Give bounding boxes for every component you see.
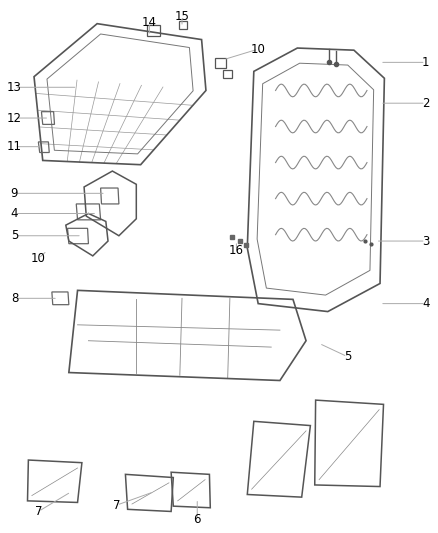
Text: 9: 9 <box>11 187 18 200</box>
Text: 14: 14 <box>142 16 157 29</box>
Text: 11: 11 <box>7 140 22 153</box>
Text: 1: 1 <box>422 56 430 69</box>
Text: 8: 8 <box>11 292 18 305</box>
Text: 6: 6 <box>194 513 201 527</box>
Text: 7: 7 <box>113 498 120 512</box>
Text: 10: 10 <box>31 252 46 265</box>
Text: 15: 15 <box>175 10 190 23</box>
Bar <box>179 21 187 29</box>
Text: 12: 12 <box>7 111 22 125</box>
Bar <box>147 25 160 36</box>
Text: 5: 5 <box>344 350 351 363</box>
Text: 10: 10 <box>251 43 265 55</box>
Text: 4: 4 <box>11 207 18 220</box>
Bar <box>215 58 226 68</box>
Text: 16: 16 <box>229 244 244 257</box>
Text: 3: 3 <box>422 235 429 247</box>
Text: 5: 5 <box>11 229 18 242</box>
Text: 7: 7 <box>35 505 42 518</box>
Text: 13: 13 <box>7 81 22 94</box>
Text: 2: 2 <box>422 96 430 110</box>
Text: 4: 4 <box>422 297 430 310</box>
Bar <box>223 70 232 78</box>
